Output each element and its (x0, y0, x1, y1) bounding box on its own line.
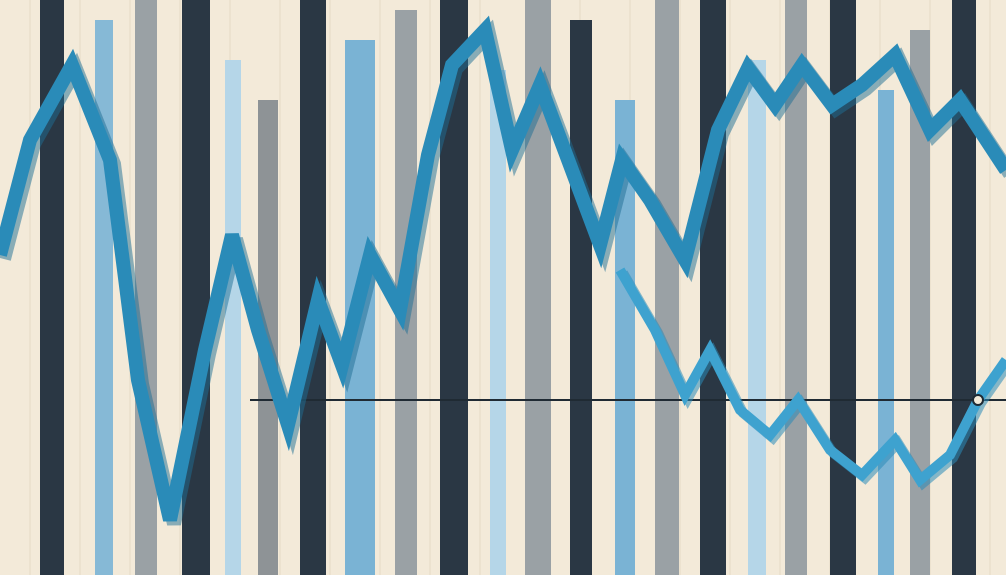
bar (490, 70, 506, 575)
bar (878, 90, 894, 575)
bar (748, 60, 766, 575)
bar (700, 0, 726, 575)
axis-endpoint-marker (973, 395, 983, 405)
bar (570, 20, 592, 575)
bar (655, 0, 679, 575)
bar (225, 60, 241, 575)
chart-canvas (0, 0, 1006, 575)
bar (952, 0, 976, 575)
bar (95, 20, 113, 575)
abstract-chart-graphic (0, 0, 1006, 575)
bar (135, 0, 157, 575)
